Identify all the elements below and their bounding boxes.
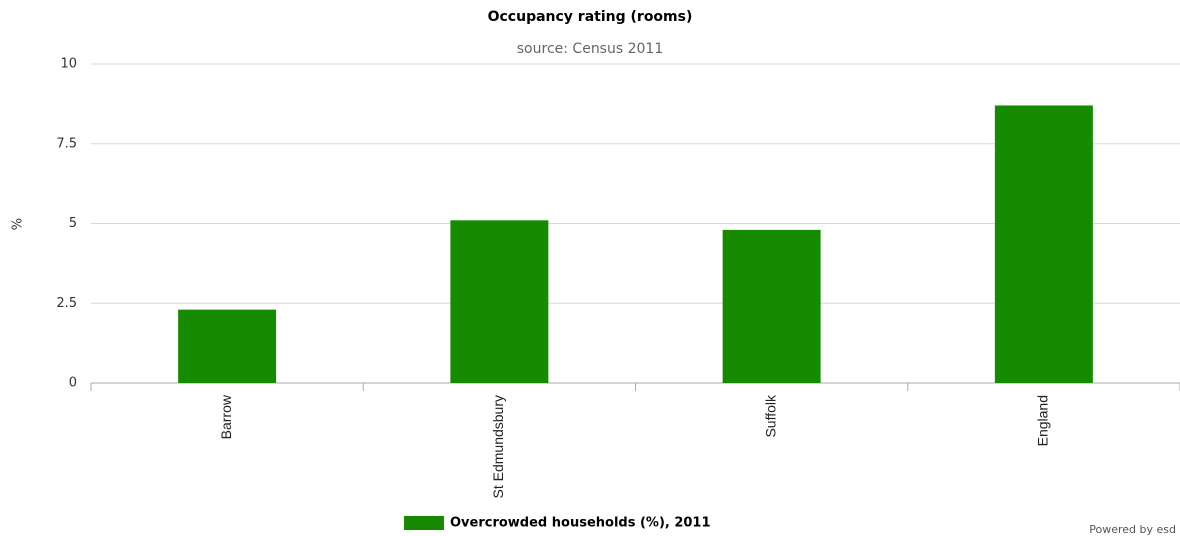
chart-title: Occupancy rating (rooms)	[488, 9, 693, 25]
legend-label: Overcrowded households (%), 2011	[450, 516, 711, 531]
y-tick-label: 7.5	[56, 136, 77, 151]
chart-subtitle: source: Census 2011	[517, 41, 663, 57]
bar	[722, 229, 821, 383]
y-tick-label: 0	[69, 376, 77, 391]
x-tick-label: England	[1035, 395, 1051, 446]
x-tick-label: Suffolk	[762, 394, 778, 438]
bar	[178, 309, 277, 383]
legend-swatch	[404, 516, 444, 530]
y-tick-label: 10	[60, 57, 77, 72]
y-axis-label: %	[11, 218, 26, 230]
x-tick-label: Barrow	[218, 394, 234, 439]
credit: Powered by esd	[1089, 523, 1176, 536]
bar	[994, 105, 1093, 383]
x-tick-label: St Edmundsbury	[490, 395, 506, 499]
y-tick-label: 2.5	[56, 296, 77, 311]
y-tick-label: 5	[69, 216, 77, 231]
bar	[450, 220, 549, 383]
